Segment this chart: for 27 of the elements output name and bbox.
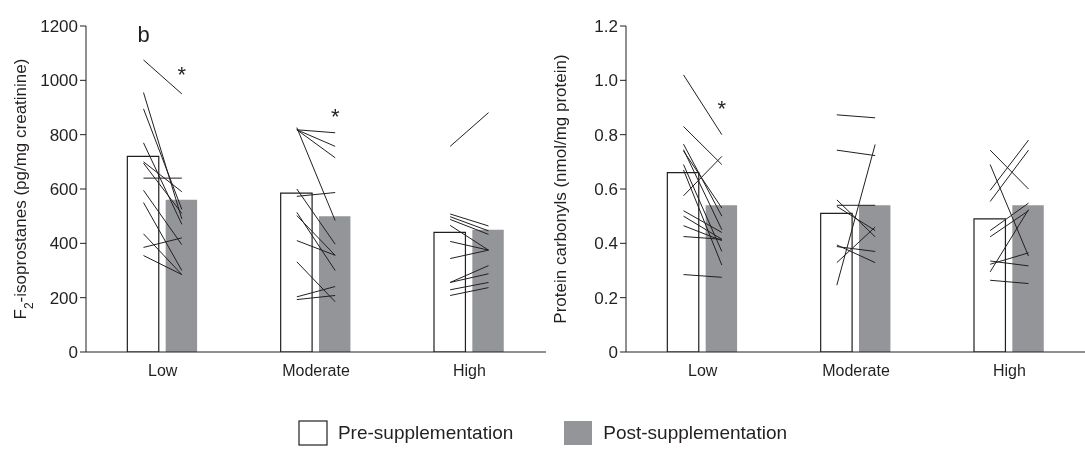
y-tick-label: 0.4 [594,234,618,254]
y-tick-label: 0.8 [594,125,618,145]
y-tick-label: 200 [49,288,78,308]
y-tick-label: 0.2 [594,288,618,308]
annotation: * [177,62,187,87]
text: Moderate [282,361,350,381]
y-tick-label: 1.2 [594,17,618,37]
y-tick-label: 1000 [40,71,78,91]
legend-label: Pre-supplementation [337,422,514,444]
y-tick-label: 1200 [40,17,78,37]
y-tick-label: 0.6 [594,180,618,200]
text: Low [147,361,178,381]
y-tick-label: 600 [49,180,78,200]
y-tick-label: 800 [49,125,78,145]
y-tick-label: 0 [68,343,78,363]
legend-label: Post-supplementation [603,422,788,444]
text: High [452,361,486,381]
annotation: * [717,96,727,121]
annotation: * [330,104,340,129]
y-tick-label: 1.0 [594,71,618,91]
y-tick-label: 0 [608,343,618,363]
y-tick-label: 400 [49,234,78,254]
y-axis-title: Protein carbonyls (nmol/mg protein) [551,54,570,324]
text: Moderate [822,361,890,381]
text: Low [687,361,718,381]
annotation: b [137,22,150,47]
text: High [992,361,1026,381]
